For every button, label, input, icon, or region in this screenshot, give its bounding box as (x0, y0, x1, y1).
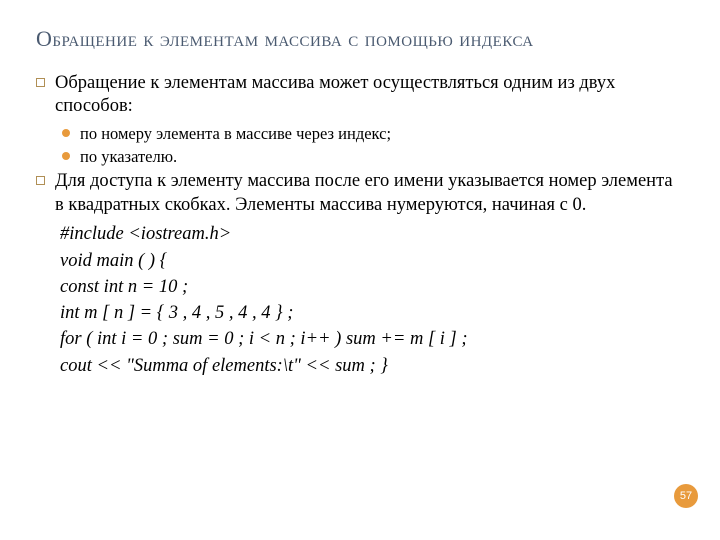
sub-bullet-item: по номеру элемента в массиве через индек… (62, 123, 684, 144)
code-line: #include <iostream.h> (60, 221, 684, 247)
code-line: const int n = 10 ; (60, 274, 684, 300)
dot-bullet-icon (62, 129, 70, 137)
bullet-text: Для доступа к элементу массива после его… (55, 170, 684, 217)
sub-bullet-item: по указателю. (62, 146, 684, 167)
square-bullet-icon (36, 176, 45, 185)
page-number-badge: 57 (674, 484, 698, 508)
dot-bullet-icon (62, 152, 70, 160)
page-number: 57 (680, 490, 692, 502)
bullet-item: Обращение к элементам массива может осущ… (36, 72, 684, 119)
code-line: void main ( ) { (60, 248, 684, 274)
slide: Обращение к элементам массива с помощью … (0, 0, 720, 540)
sub-bullet-text: по номеру элемента в массиве через индек… (80, 123, 391, 144)
code-line: int m [ n ] = { 3 , 4 , 5 , 4 , 4 } ; (60, 300, 684, 326)
bullet-text: Обращение к элементам массива может осущ… (55, 72, 684, 119)
code-line: for ( int i = 0 ; sum = 0 ; i < n ; i++ … (60, 326, 684, 352)
bullet-item: Для доступа к элементу массива после его… (36, 170, 684, 217)
slide-title: Обращение к элементам массива с помощью … (36, 24, 684, 54)
code-line: cout << "Summa of elements:\t" << sum ; … (60, 353, 684, 379)
square-bullet-icon (36, 78, 45, 87)
sub-bullet-text: по указателю. (80, 146, 177, 167)
